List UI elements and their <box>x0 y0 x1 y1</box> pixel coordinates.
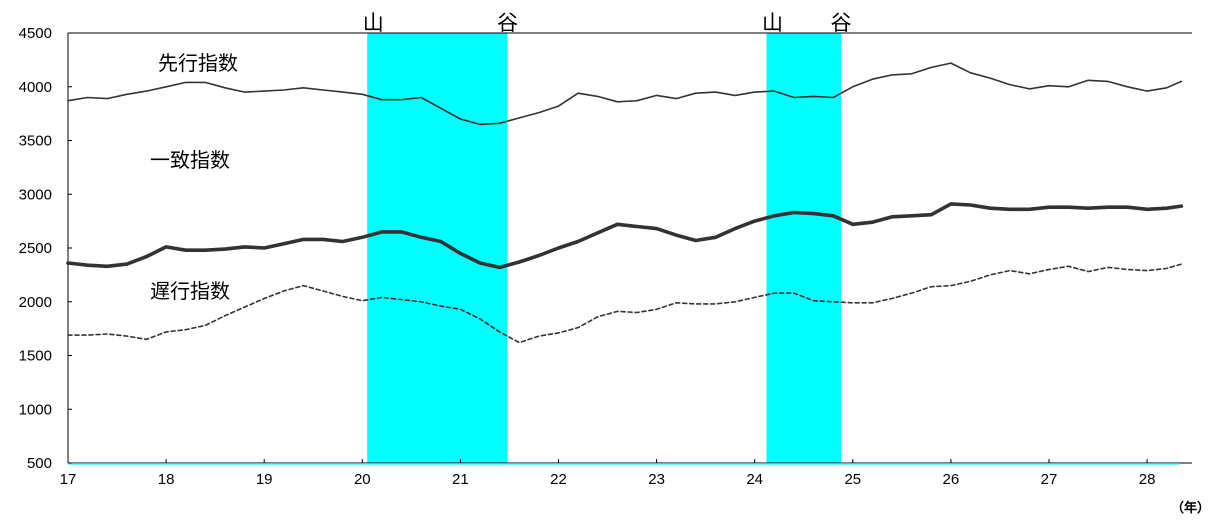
y-tick-label-1500: 1500 <box>19 348 52 365</box>
recession-band-2 <box>766 33 842 463</box>
x-unit-label: （年） <box>1171 500 1210 516</box>
trough-label-1: 谷 <box>497 11 518 35</box>
y-tick-label-3000: 3000 <box>19 186 52 203</box>
y-tick-label-2500: 2500 <box>19 240 52 257</box>
series-label-1: 先行指数 <box>158 51 238 75</box>
recession-band-1 <box>367 33 508 463</box>
series-line-3 <box>67 263 1183 344</box>
x-tick-label-22: 22 <box>550 471 567 488</box>
x-tick-label-26: 26 <box>943 471 960 488</box>
x-tick-label-21: 21 <box>452 471 469 488</box>
series-line-1 <box>67 62 1183 126</box>
x-tick-label-28: 28 <box>1139 471 1156 488</box>
x-axis-ticks: 17 18 19 20 21 22 23 24 25 26 27 28 <box>60 459 1156 488</box>
x-tick-label-27: 27 <box>1041 471 1058 488</box>
x-tick-label-19: 19 <box>256 471 273 488</box>
peak-label-1: 山 <box>363 11 384 35</box>
x-tick-label-17: 17 <box>60 471 77 488</box>
y-axis-ticks: 500 1000 1500 2000 2500 3000 3500 4000 4500 <box>19 25 72 472</box>
y-tick-label-4000: 4000 <box>19 79 52 96</box>
series-line-2 <box>66 202 1184 270</box>
peak-trough-labels: 山谷山谷 <box>363 11 852 35</box>
x-tick-label-18: 18 <box>158 471 175 488</box>
peak-label-2: 山 <box>762 11 783 35</box>
y-tick-label-2000: 2000 <box>19 294 52 311</box>
recession-bands <box>367 33 842 463</box>
y-tick-label-3500: 3500 <box>19 133 52 150</box>
series-label-2: 一致指数 <box>150 148 230 172</box>
y-tick-label-500: 500 <box>27 455 52 472</box>
y-tick-label-1000: 1000 <box>19 401 52 418</box>
y-tick-label-4500: 4500 <box>19 25 52 42</box>
x-tick-label-23: 23 <box>648 471 665 488</box>
x-tick-label-24: 24 <box>746 471 763 488</box>
series-lines <box>66 62 1184 344</box>
x-tick-label-20: 20 <box>354 471 371 488</box>
trough-label-2: 谷 <box>831 11 852 35</box>
x-tick-label-25: 25 <box>844 471 861 488</box>
series-label-3: 遅行指数 <box>150 279 230 303</box>
